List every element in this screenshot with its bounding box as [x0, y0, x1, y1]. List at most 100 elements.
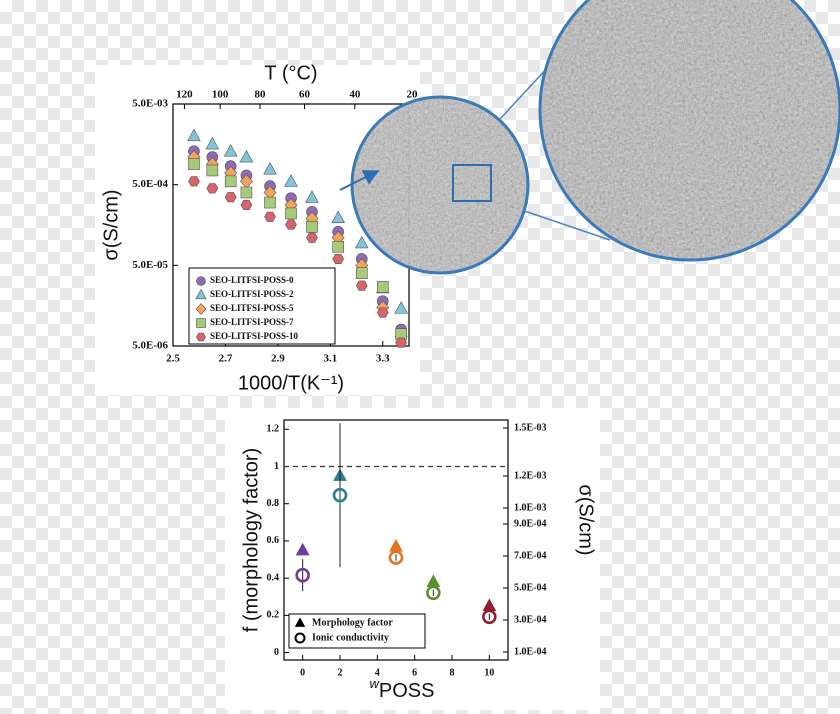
- x-axis-label: wPOSS: [370, 676, 435, 702]
- x2-tick-label: 100: [212, 89, 229, 101]
- marker: [306, 232, 318, 243]
- y-tick-label: 0.4: [267, 572, 280, 583]
- x-tick-label: 4: [375, 667, 380, 678]
- marker: [264, 211, 276, 222]
- marker: [195, 303, 207, 315]
- marker: [240, 199, 253, 211]
- y2-tick-label: 1.0E-03: [514, 502, 547, 513]
- micrographs: [339, 0, 840, 275]
- marker: [332, 487, 348, 503]
- x-axis-label-prefix: w: [370, 676, 381, 691]
- marker: [395, 337, 407, 348]
- legend-label: Ionic conductivity: [312, 632, 389, 643]
- marker: [354, 235, 369, 249]
- marker: [196, 332, 206, 342]
- large-outline: [538, 0, 840, 262]
- marker: [188, 176, 200, 187]
- y2-tick-label: 3.0E-04: [514, 614, 547, 625]
- marker: [224, 192, 237, 203]
- marker: [295, 567, 310, 583]
- x-tick-label: 3.1: [323, 353, 337, 365]
- x-tick-label: 3.3: [376, 353, 390, 365]
- y-tick-label: 0.6: [267, 535, 280, 546]
- marker: [206, 183, 219, 194]
- y-tick-label: 5.0E-04: [132, 178, 168, 190]
- plot-frame: [283, 419, 509, 661]
- y2-tick-label: 1.5E-03: [514, 422, 547, 433]
- marker: [306, 221, 318, 233]
- marker: [295, 542, 310, 556]
- y2-axis-label: σ(S/cm): [575, 484, 597, 555]
- y-tick-label: 0.8: [267, 498, 280, 509]
- y2-tick-label: 9.0E-04: [514, 518, 547, 529]
- legend-box: [288, 613, 426, 649]
- legend-box: [188, 267, 336, 345]
- marker: [239, 149, 254, 163]
- x2-tick-label: 20: [406, 89, 418, 101]
- marker: [284, 174, 298, 187]
- small-micrograph: [352, 97, 528, 273]
- marker: [376, 307, 389, 318]
- marker: [426, 574, 441, 587]
- x-tick-label: 6: [412, 667, 417, 678]
- x2-tick-label: 60: [299, 89, 311, 101]
- y2-tick-label: 5.0E-04: [514, 582, 547, 593]
- y2-tick-label: 1.0E-04: [514, 646, 547, 657]
- legend-label: SEO-LITFSI-POSS-10: [210, 331, 299, 341]
- zoom-box: [452, 164, 492, 202]
- x-tick-label: 0: [300, 667, 305, 678]
- marker: [263, 162, 277, 175]
- legend-label: Morphology factor: [312, 617, 393, 628]
- x-tick-label: 2.5: [166, 353, 180, 365]
- marker: [305, 190, 319, 203]
- marker: [376, 281, 389, 293]
- marker: [264, 196, 276, 209]
- conductivity-chart: 5.0E-06 5.0E-05 5.0E-04 5.0E-03 2.5 2.7 2.9 3.1…: [100, 62, 418, 394]
- legend-label: SEO-LITFSI-POSS-5: [210, 303, 294, 313]
- marker: [394, 301, 408, 314]
- y-tick-label: 0: [274, 647, 279, 658]
- x-tick-label: 2.7: [219, 353, 233, 365]
- y-tick-label: 1.2: [267, 424, 280, 435]
- legend-label: SEO-LITFSI-POSS-0: [210, 275, 294, 285]
- marker: [294, 632, 306, 644]
- marker: [482, 598, 497, 612]
- morphology-chart: 0 0.2 0.4 0.6 0.8 1 1.2 0 2 4 6 8 10 1.0E-04 3.0E-04 5.…: [240, 419, 597, 702]
- y2-tick-label: 1.2E-03: [514, 470, 547, 481]
- y-axis-label: σ(S/cm): [100, 189, 122, 260]
- x-tick-label: 10: [484, 667, 494, 678]
- legend-label: SEO-LITFSI-POSS-2: [210, 289, 294, 299]
- marker: [332, 253, 345, 265]
- x-axis-label: 1000/T(K⁻¹): [238, 372, 344, 394]
- marker: [206, 164, 219, 177]
- y2-tick-label: 7.0E-04: [514, 550, 547, 561]
- marker: [426, 585, 441, 601]
- y-axis-label: f (morphology factor): [240, 448, 262, 633]
- marker: [285, 207, 297, 220]
- y-tick-label: 0.2: [267, 610, 280, 621]
- marker: [332, 240, 345, 253]
- y-tick-label: 5.0E-03: [132, 98, 168, 110]
- marker: [195, 288, 207, 300]
- marker: [196, 276, 206, 286]
- x2-tick-label: 80: [254, 89, 266, 101]
- x-tick-label: 8: [450, 667, 455, 678]
- y-tick-label: 5.0E-06: [132, 340, 168, 352]
- large-micrograph: [540, 0, 840, 260]
- marker: [388, 550, 404, 565]
- marker: [224, 175, 237, 188]
- x-tick-label: 2: [338, 667, 343, 678]
- marker: [187, 128, 201, 142]
- marker: [240, 186, 253, 199]
- marker: [223, 143, 238, 157]
- marker: [355, 267, 368, 279]
- marker: [355, 280, 368, 291]
- x2-tick-label: 40: [349, 89, 361, 101]
- x2-axis-label: T (°C): [264, 62, 317, 84]
- marker: [196, 318, 206, 328]
- arrow: [339, 170, 380, 191]
- marker: [331, 210, 346, 223]
- marker: [205, 136, 220, 150]
